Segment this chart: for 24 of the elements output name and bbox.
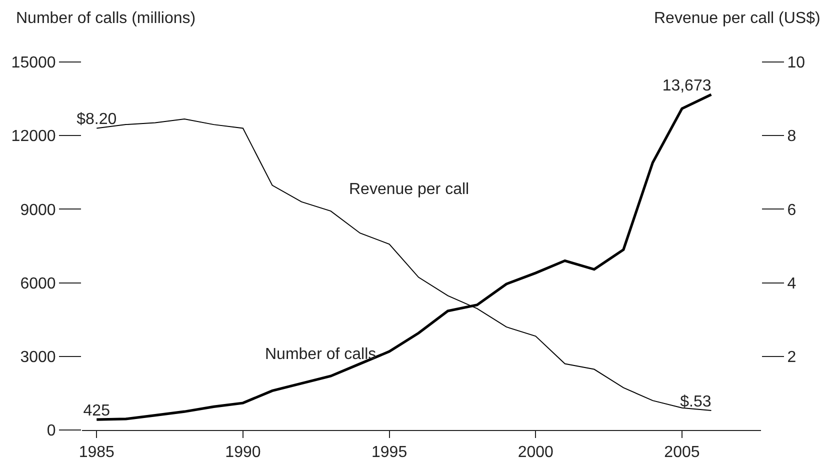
- y-tick-label: 9000: [20, 202, 56, 219]
- x-tick-label: 1995: [372, 444, 408, 462]
- y2-axis-title: Revenue per call (US$): [654, 10, 820, 27]
- series-label: Revenue per call: [349, 181, 470, 198]
- data-label: 425: [83, 402, 110, 420]
- y2-tick-label: 10: [787, 54, 806, 72]
- x-tick-label: 1990: [225, 444, 261, 462]
- x-tick-label: 1985: [78, 444, 115, 462]
- y-tick-label: 12000: [11, 128, 56, 146]
- data-label: $8.20: [76, 111, 117, 128]
- y-tick-label: 6000: [20, 275, 56, 292]
- y2-tick-label: 4: [787, 275, 796, 292]
- data-label: 13,673: [662, 78, 712, 95]
- y2-tick-label: 2: [787, 349, 796, 366]
- y-tick-label: 0: [46, 422, 56, 440]
- y-tick-label: 15000: [11, 54, 56, 72]
- x-tick-label: 2005: [664, 444, 700, 462]
- series-label: Number of calls: [265, 346, 376, 363]
- x-tick-label: 2000: [518, 444, 554, 462]
- y-axis-title: Number of calls (millions): [16, 10, 196, 27]
- y-tick-label: 3000: [20, 349, 56, 366]
- y2-tick-label: 8: [787, 128, 796, 146]
- y2-tick-label: 6: [787, 202, 796, 219]
- data-label: $.53: [680, 394, 712, 410]
